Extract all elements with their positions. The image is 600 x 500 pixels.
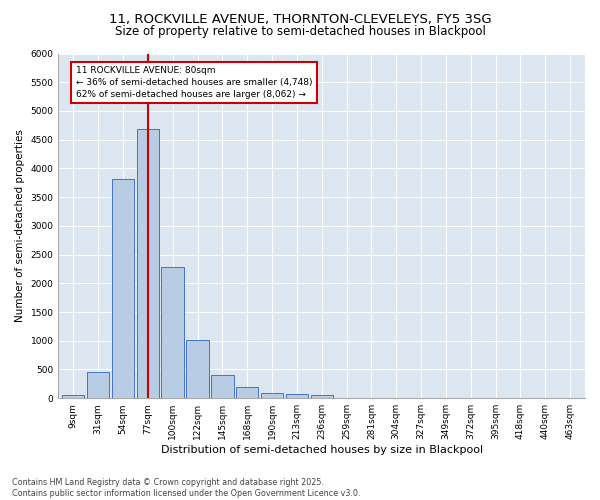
Text: 11 ROCKVILLE AVENUE: 80sqm
← 36% of semi-detached houses are smaller (4,748)
62%: 11 ROCKVILLE AVENUE: 80sqm ← 36% of semi… <box>76 66 313 98</box>
Y-axis label: Number of semi-detached properties: Number of semi-detached properties <box>15 130 25 322</box>
Bar <box>87 372 109 398</box>
Bar <box>112 178 134 398</box>
Bar <box>161 266 184 398</box>
Bar <box>261 393 283 398</box>
Bar <box>211 375 233 398</box>
X-axis label: Distribution of semi-detached houses by size in Blackpool: Distribution of semi-detached houses by … <box>161 445 483 455</box>
Text: Contains HM Land Registry data © Crown copyright and database right 2025.
Contai: Contains HM Land Registry data © Crown c… <box>12 478 361 498</box>
Bar <box>311 395 333 398</box>
Text: 11, ROCKVILLE AVENUE, THORNTON-CLEVELEYS, FY5 3SG: 11, ROCKVILLE AVENUE, THORNTON-CLEVELEYS… <box>109 12 491 26</box>
Bar <box>236 387 259 398</box>
Bar <box>62 395 85 398</box>
Text: Size of property relative to semi-detached houses in Blackpool: Size of property relative to semi-detach… <box>115 25 485 38</box>
Bar <box>137 130 159 398</box>
Bar <box>286 394 308 398</box>
Bar <box>187 340 209 398</box>
